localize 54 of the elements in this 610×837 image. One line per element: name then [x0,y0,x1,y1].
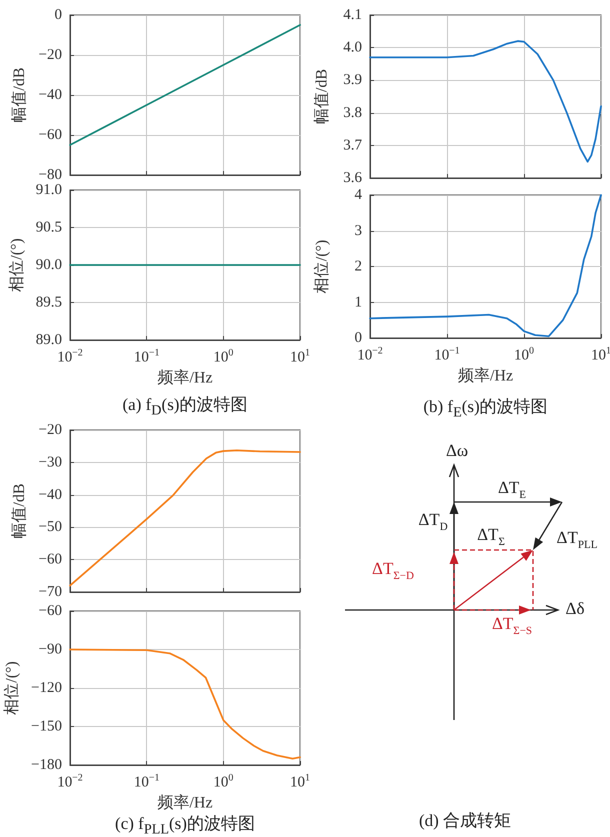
y-tick-label: 89.5 [36,294,62,310]
y-tick-label: 1 [354,294,362,310]
y-tick-label: −180 [31,757,62,773]
y-tick-label: 3.7 [343,137,362,154]
y-tick-label: 4.1 [343,7,362,23]
y-axis-title: 幅值/dB [11,483,28,539]
y-tick-label: −60 [38,603,62,619]
x-axis-title: 频率/Hz [458,366,514,384]
y-tick-label: −20 [38,422,62,438]
y-tick-label: 91.0 [36,182,62,198]
y-tick-label: −60 [38,552,62,568]
y-tick-label: −90 [38,642,62,658]
x-axis-title: 频率/Hz [157,368,213,386]
y-tick-label: 0 [54,7,62,23]
y-axis-title: 相位/(°) [312,240,330,294]
text: (d) 合成转矩 [418,810,512,830]
text: ΔT$_{Σ−S}$ [492,614,532,637]
y-tick-label: 4.0 [343,40,362,56]
y-tick-label: 0 [354,330,362,346]
text: ΔT$_{E}$ [498,478,526,501]
y-tick-label: 2 [354,258,362,274]
y-tick-label: −150 [31,718,62,734]
y-tick-label: −120 [31,680,62,696]
y-tick-label: −40 [38,486,62,503]
y-tick-label: 89.0 [36,332,62,348]
text: Δω [446,440,468,460]
y-tick-label: −60 [38,127,62,143]
y-tick-label: −40 [38,87,62,103]
y-tick-label: 90.5 [36,220,62,236]
text: (a) f$_{D}$(s)的波特图 [122,394,248,420]
y-tick-label: 3.8 [343,104,362,121]
y-tick-label: 4 [354,187,362,203]
text: ΔT$_{Σ}$ [477,524,505,548]
y-tick-label: 3.6 [343,170,362,186]
y-axis-title: 幅值/dB [11,67,28,123]
y-tick-label: −30 [38,454,62,470]
y-tick-label: −50 [38,519,62,536]
y-tick-label: 90.0 [36,257,62,273]
y-tick-label: 3 [354,222,362,239]
text: Δδ [566,598,584,618]
text: ΔT$_{PLL}$ [556,528,598,551]
text: (c) f$_{PLL}$(s)的波特图 [114,813,256,837]
y-tick-label: −20 [38,47,62,63]
line-series [69,24,301,146]
y-tick-label: 3.9 [343,72,362,88]
y-tick-label: −80 [38,167,62,183]
text: ΔT$_{D}$ [418,510,448,533]
y-axis-title: 相位/(°) [7,238,26,292]
x-axis-title: 频率/Hz [157,793,213,812]
y-axis-title: 幅值/dB [314,68,330,124]
y-tick-label: −70 [38,584,62,600]
text: ΔT$_{Σ−D}$ [372,558,414,582]
text: (b) f$_{E}$(s)的波特图 [422,396,549,422]
y-axis-title: 相位/(°) [2,661,21,715]
